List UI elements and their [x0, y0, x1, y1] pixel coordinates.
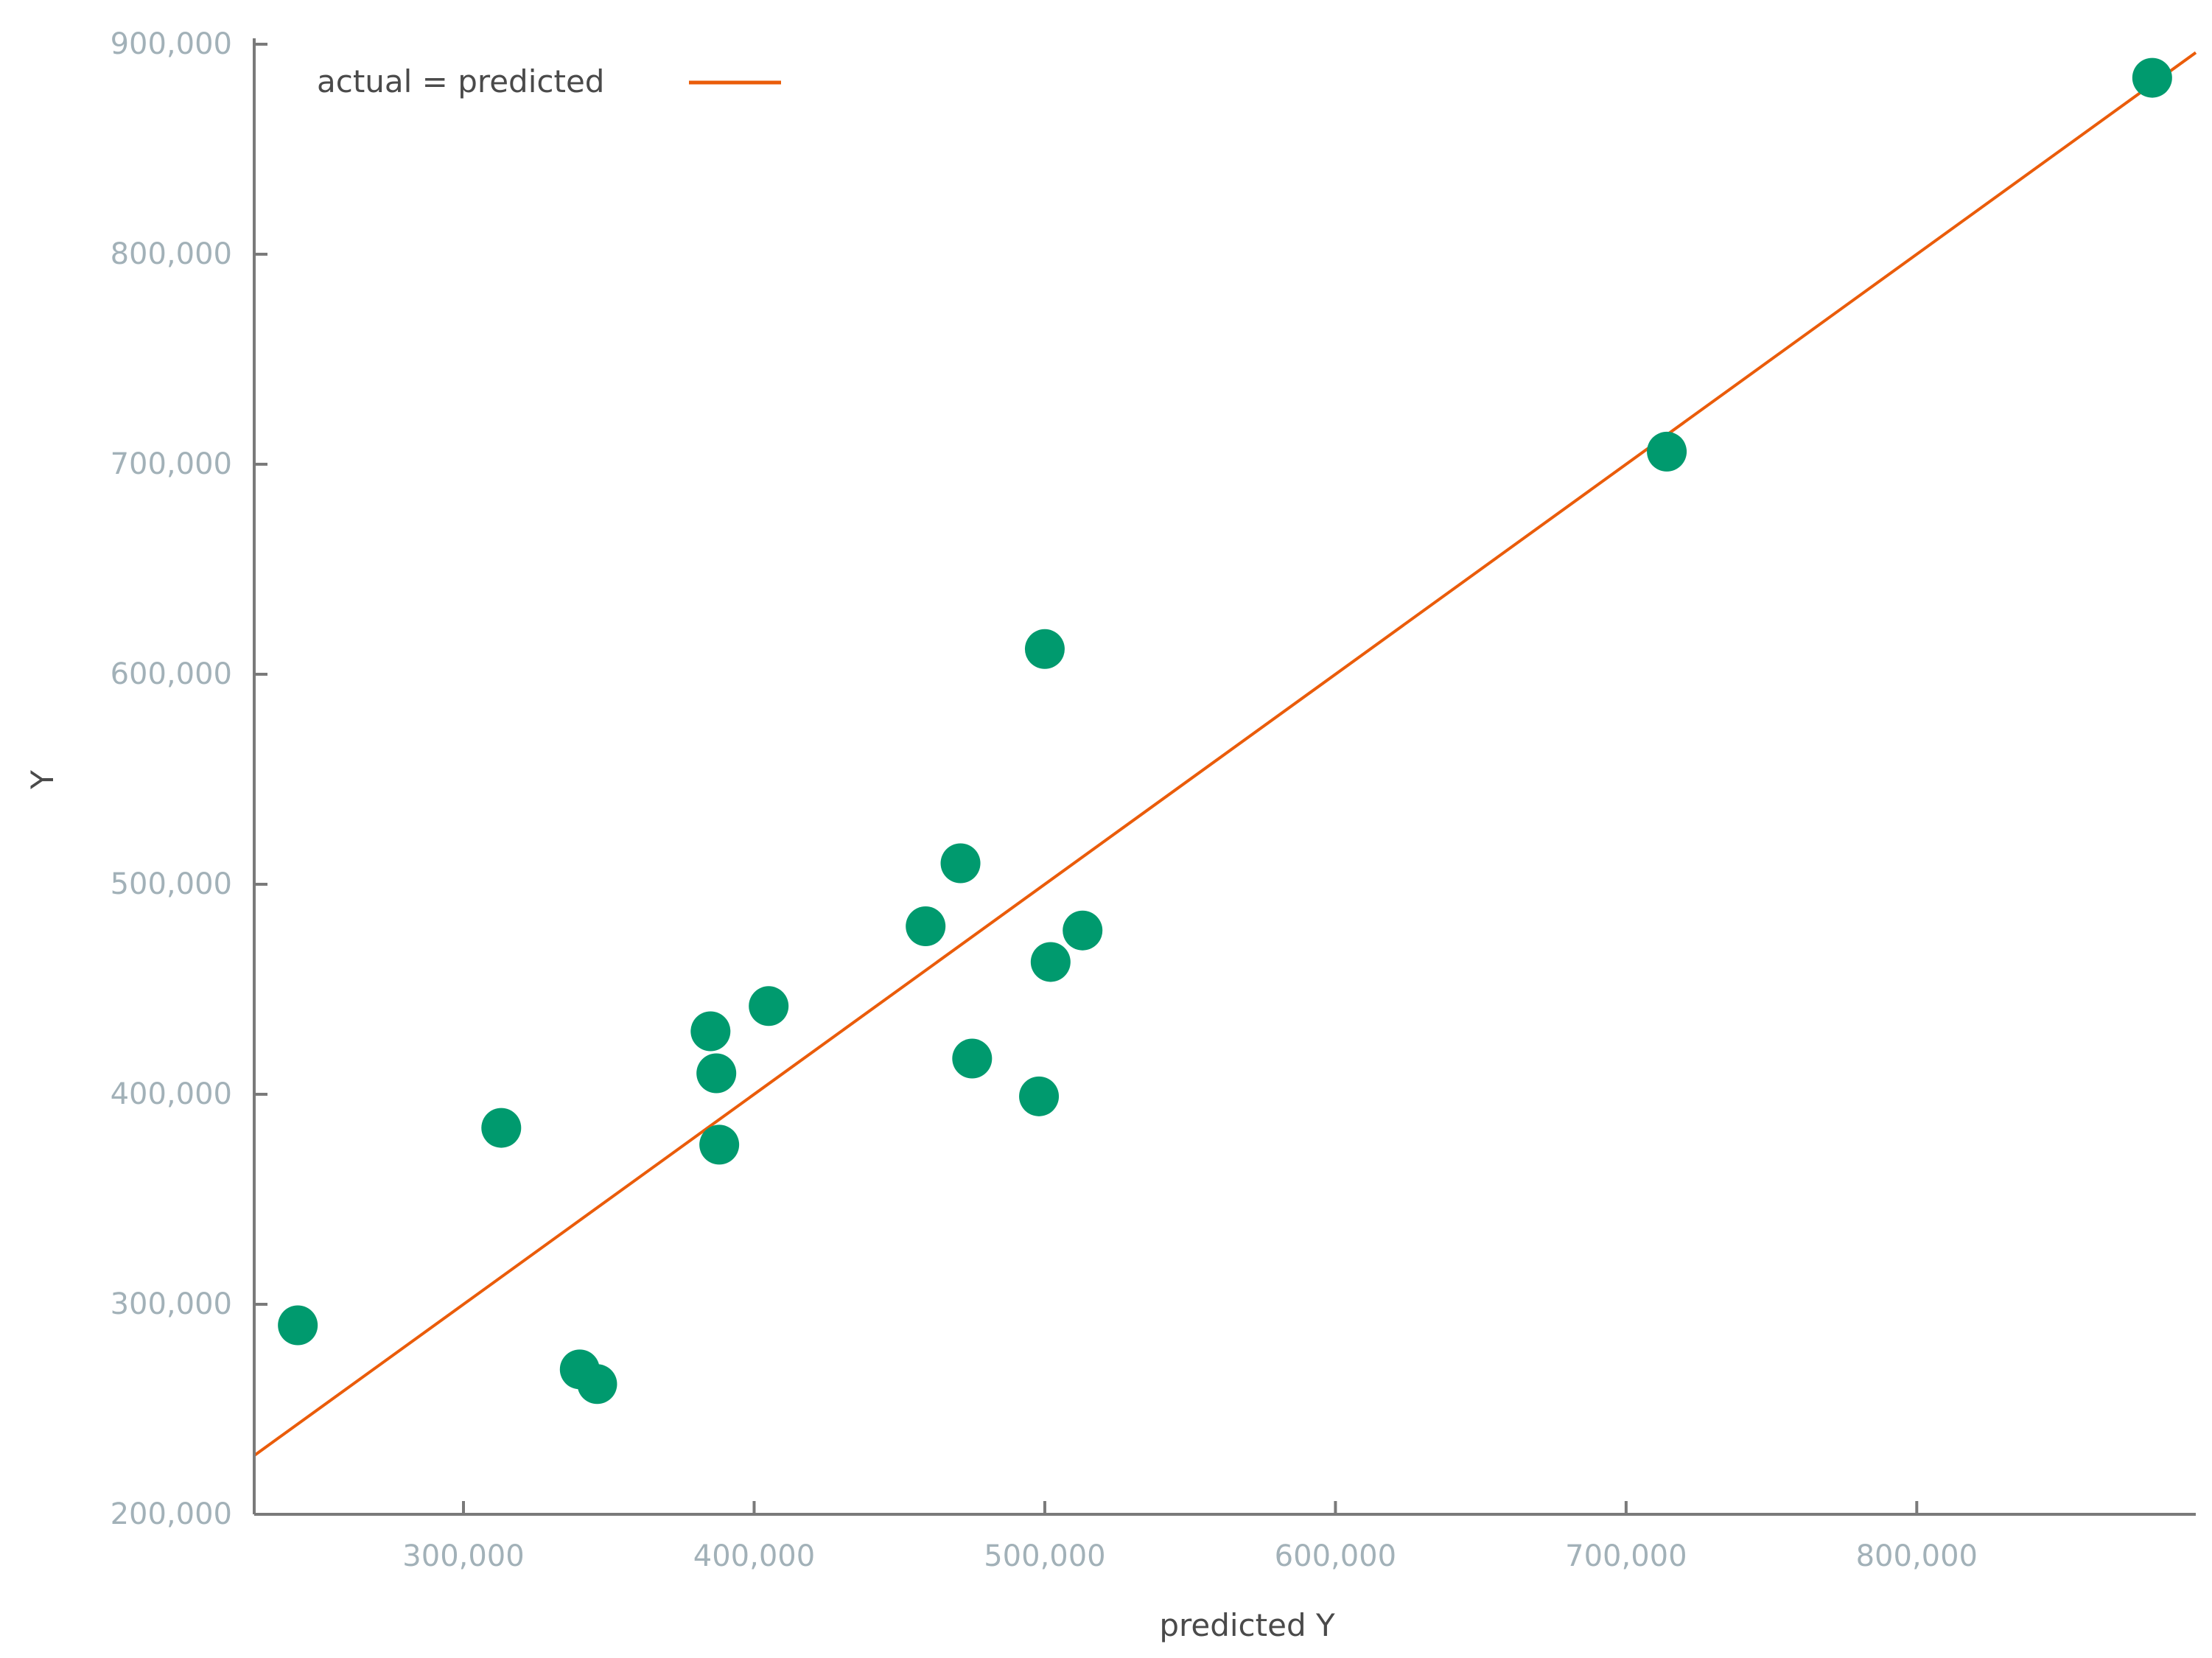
y-tick-label: 600,000: [111, 657, 232, 691]
y-tick-label: 200,000: [111, 1497, 232, 1531]
data-point: [1019, 1076, 1060, 1116]
data-point: [906, 906, 946, 946]
data-point: [481, 1108, 522, 1148]
data-point: [1030, 942, 1071, 982]
data-point: [1024, 629, 1065, 669]
identity-line: [253, 51, 2197, 1457]
y-tick-label: 900,000: [111, 27, 232, 61]
legend: actual = predicted: [317, 63, 781, 99]
data-point: [1647, 431, 1687, 472]
data-point: [690, 1011, 731, 1052]
legend-label: actual = predicted: [317, 63, 604, 99]
data-point: [699, 1124, 740, 1165]
x-tick-label: 500,000: [984, 1539, 1105, 1573]
plot-area: [253, 51, 2197, 1457]
y-tick-label: 800,000: [111, 237, 232, 271]
x-tick-label: 700,000: [1565, 1539, 1687, 1573]
y-tick-label: 500,000: [111, 867, 232, 901]
data-point: [2132, 57, 2172, 98]
x-axis-title: predicted Y: [1159, 1607, 1335, 1643]
data-point: [1063, 910, 1103, 951]
x-tick-label: 300,000: [402, 1539, 524, 1573]
y-tick-label: 700,000: [111, 447, 232, 481]
data-point: [940, 843, 981, 884]
x-tick-label: 800,000: [1856, 1539, 1978, 1573]
y-axis-title: Y: [24, 770, 60, 790]
y-tick-label: 300,000: [111, 1287, 232, 1321]
data-point: [278, 1305, 318, 1346]
y-tick-label: 400,000: [111, 1077, 232, 1111]
data-point: [577, 1364, 617, 1405]
data-point: [952, 1038, 993, 1079]
x-tick-label: 400,000: [693, 1539, 815, 1573]
data-point: [696, 1053, 737, 1094]
axes: 200,000 300,000 400,000 500,000 600,000 700,0…: [24, 27, 2196, 1643]
x-tick-label: 600,000: [1275, 1539, 1396, 1573]
data-point: [749, 986, 789, 1026]
